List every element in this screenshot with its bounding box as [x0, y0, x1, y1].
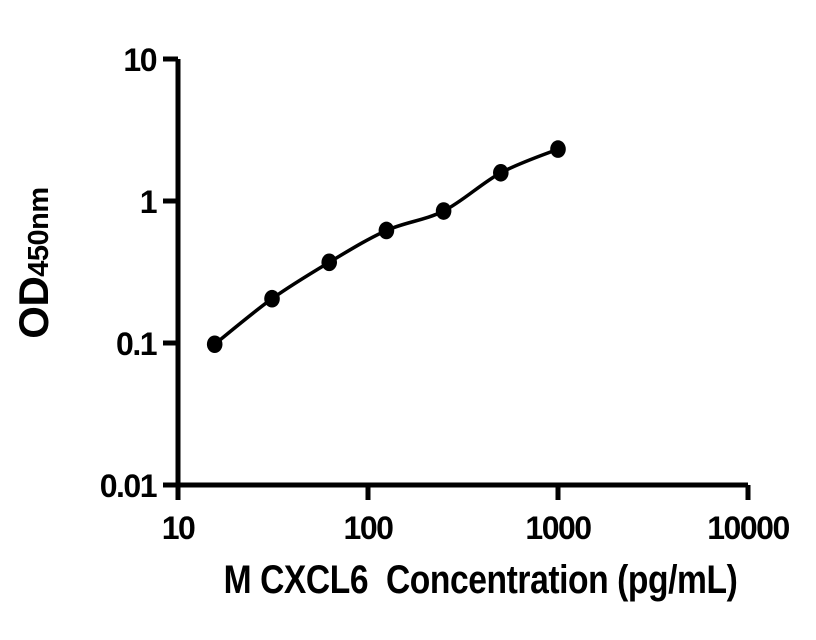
data-point — [493, 163, 509, 182]
data-point — [321, 253, 338, 272]
data-point — [435, 202, 452, 220]
data-point — [264, 289, 280, 308]
x-tick-label: 100 — [344, 510, 394, 546]
x-tick-label: 10000 — [707, 510, 789, 546]
tick-labels: 10 100 1000 10000 0.01 0.1 1 10 — [100, 42, 791, 546]
y-tick-label: 0.01 — [100, 468, 157, 504]
x-tick-label: 10 — [162, 510, 195, 546]
series-standard-curve — [206, 140, 566, 354]
y-tick-label: 10 — [123, 42, 156, 78]
y-tick-label: 1 — [140, 184, 157, 220]
data-point — [378, 221, 395, 240]
x-tick-label: 1000 — [525, 510, 591, 546]
x-axis-title: M CXCL6 Concentration (pg/mL) — [223, 558, 738, 602]
axes — [175, 59, 748, 488]
y-tick-label: 0.1 — [116, 326, 157, 362]
data-point — [550, 140, 566, 158]
tick-marks — [163, 56, 751, 500]
data-point — [206, 335, 223, 354]
